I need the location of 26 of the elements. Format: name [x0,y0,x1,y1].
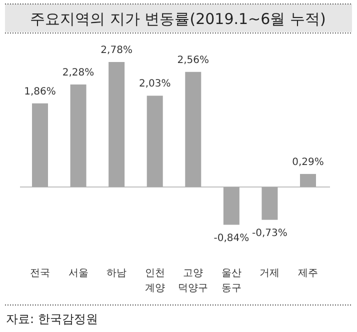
data-label: 2,03% [138,78,171,90]
x-tick-label: 인천 계양 [144,268,165,294]
x-tick-label: 고양 덕양구 [178,268,208,294]
text: 자료: 한국감정원 [6,312,98,326]
x-tick-label: 서울 [68,268,88,279]
bar [223,187,240,225]
data-label: 1,86% [24,86,56,98]
chart-title: 주요지역의 지가 변동률(2019.1~6월 누적) [30,10,326,28]
bar [300,174,316,187]
bar [70,84,86,187]
bar [32,103,48,187]
data-label: 2,56% [177,54,210,66]
bar [108,62,125,187]
x-tick-label: 거제 [260,268,280,279]
data-label: 0,29% [292,156,324,168]
x-tick-label: 하남 [106,268,127,279]
x-tick-label: 울산 동구 [221,268,242,294]
data-label: -0,84% [214,232,250,244]
data-label: -0,73% [252,228,288,239]
data-label: 2,28% [62,67,94,78]
x-tick-label: 전국 [30,268,50,279]
x-tick-label: 제주 [298,268,318,279]
bar [262,187,278,220]
bar [185,72,202,187]
data-label: 2,78% [100,45,132,56]
bar [146,96,163,187]
